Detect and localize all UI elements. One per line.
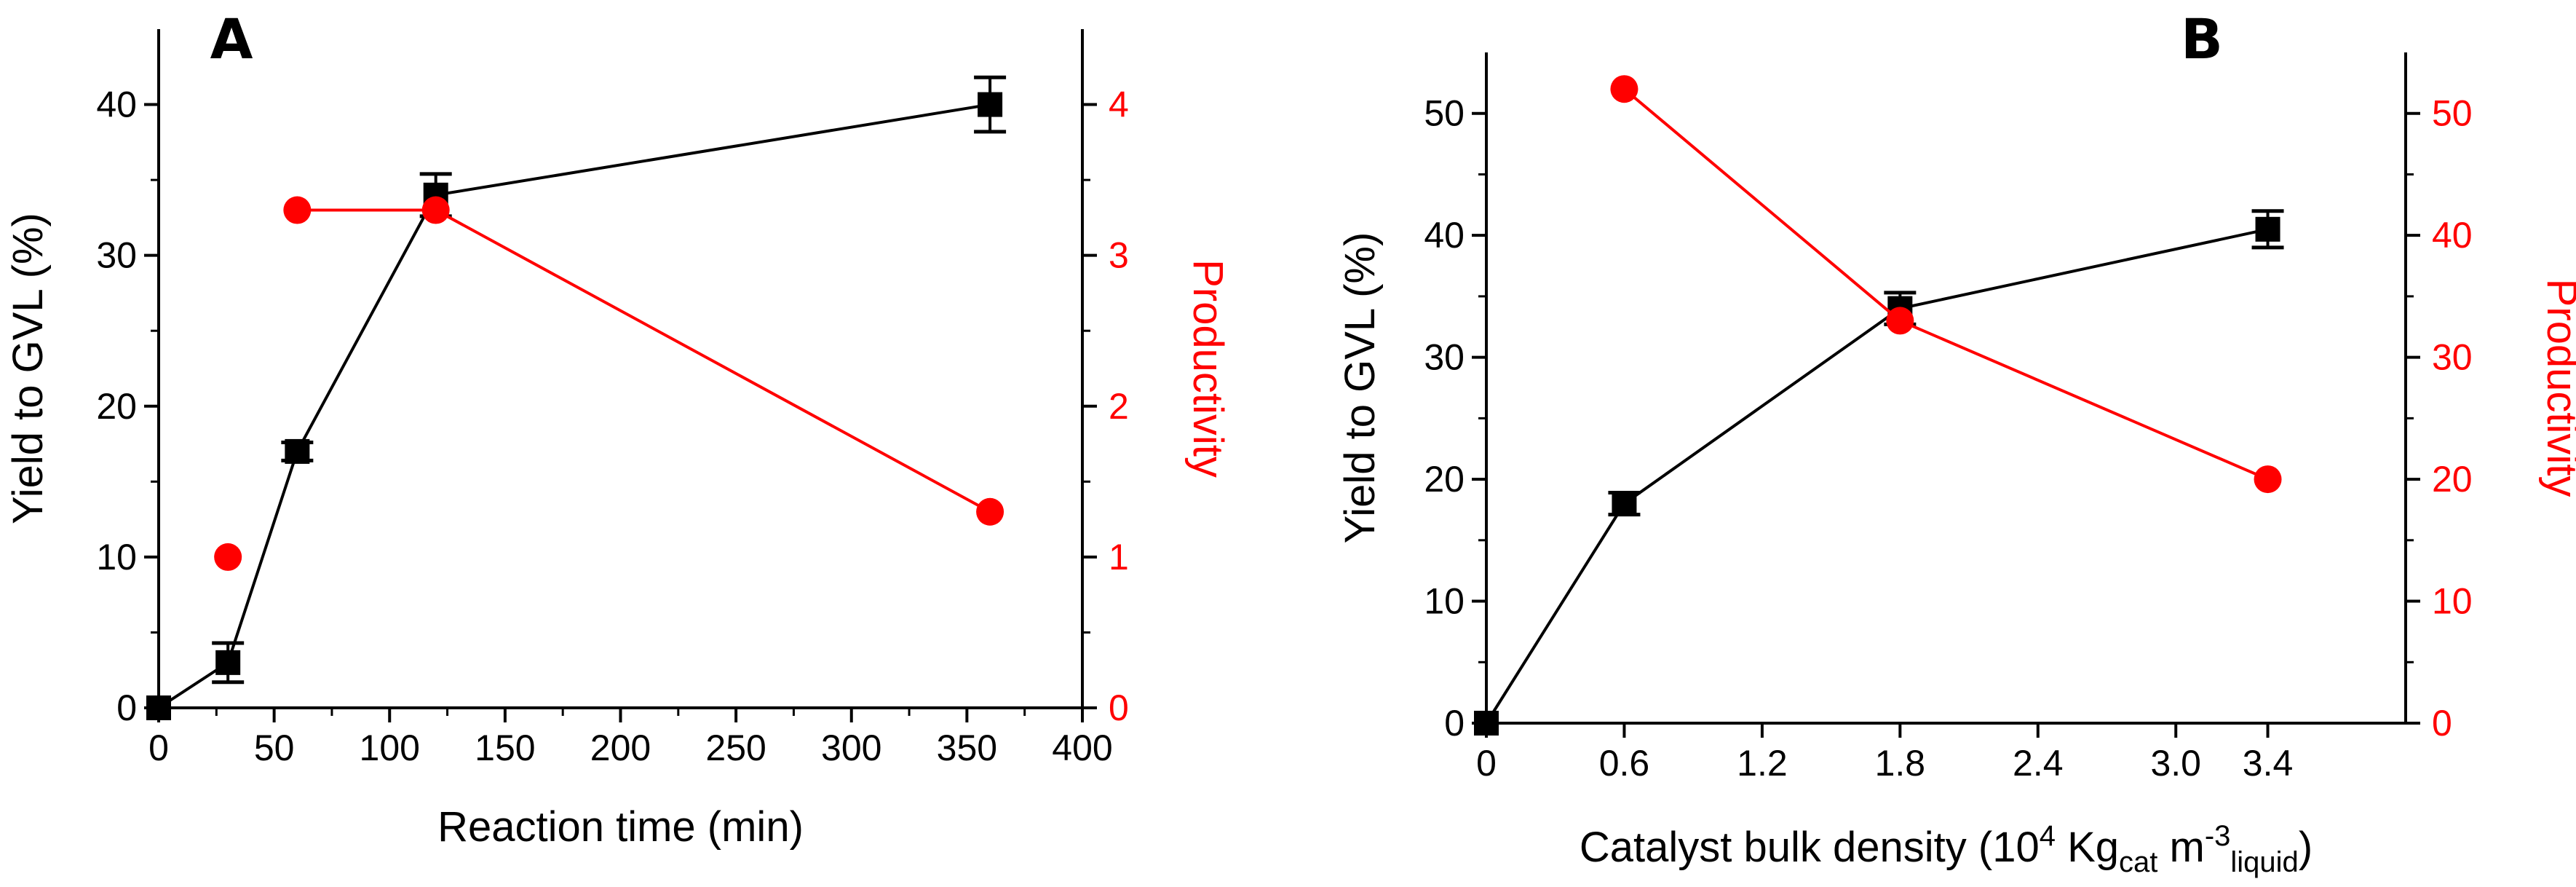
yield-line [157,103,991,709]
yield-point [215,650,241,675]
x-tick-label: 0 [148,728,169,768]
y2-tick-label: 20 [2432,459,2473,500]
y2-tick-label: 50 [2432,93,2473,134]
productivity-point [421,196,450,224]
y-tick-label: 40 [96,84,137,125]
x-axis-label-part: liquid [2230,846,2298,878]
y2-tick-label: 4 [1109,84,1129,125]
x-axis-label-part: m [2157,824,2204,871]
y2-tick-label: 40 [2432,215,2473,256]
productivity-point [976,497,1004,526]
x-tick-label: 3.0 [2150,743,2201,784]
y-tick-label: 0 [116,687,137,728]
x-axis-label-part: Kg [2056,824,2119,871]
x-tick-label: 150 [475,728,535,768]
yield-point [1612,491,1637,516]
y2-tick-label: 3 [1109,235,1129,276]
yield-point [285,438,310,464]
y2-tick-label: 30 [2432,337,2473,378]
y-tick-label: 50 [1424,93,1465,134]
productivity-point [283,196,312,224]
y-tick-label: 10 [96,537,137,577]
y-axis-label: Yield to GVL (%) [4,213,52,524]
y-tick-label: 0 [1444,703,1465,744]
productivity-point [2254,465,2282,494]
y-tick-label: 20 [96,386,137,427]
panel-letter: A [210,7,253,71]
panel-a-chart: A0 50 100 150 200 250 300 350 40001020304001234Y… [4,7,1232,851]
productivity-point [1610,75,1638,103]
yield-point [1474,711,1499,736]
x-tick-label: 2.4 [2013,743,2064,784]
y-tick-label: 20 [1424,459,1465,500]
x-tick-label: 100 [360,728,420,768]
x-tick-label: 350 [937,728,997,768]
y2-tick-label: 10 [2432,581,2473,622]
x-tick-label: 1.2 [1737,743,1788,784]
x-tick-label: 200 [590,728,651,768]
y2-tick-label: 1 [1109,537,1129,577]
yield-point [146,695,171,720]
productivity-line [297,208,991,513]
x-tick-label: 300 [821,728,881,768]
y-tick-label: 40 [1424,215,1465,256]
y-tick-label: 30 [96,235,137,276]
panel-letter: B [2181,7,2223,71]
productivity-point [214,543,242,571]
y-axis-label: Yield to GVL (%) [1336,232,1384,544]
x-tick-label: 0 [1476,743,1497,784]
y2-axis-label: Productivity [2538,279,2576,497]
x-tick-label: 0.6 [1599,743,1650,784]
x-tick-label: 1.8 [1875,743,1926,784]
y2-tick-label: 2 [1109,386,1129,427]
x-tick-label: 400 [1052,728,1112,768]
y-tick-label: 10 [1424,581,1465,622]
x-axis-label-part: Catalyst bulk density (10 [1580,824,2040,871]
y-tick-label: 30 [1424,337,1465,378]
productivity-point [1886,307,1914,335]
x-axis-label: Reaction time (min) [437,803,804,851]
x-axis-label: Catalyst bulk density (104 Kgcat m-3liqu… [1580,820,2313,878]
x-axis-label-part: ) [2299,824,2313,871]
y2-tick-label: 0 [1109,687,1129,728]
x-axis-label-part: 4 [2040,820,2056,852]
x-tick-label: 50 [254,728,295,768]
yield-line [1485,227,2268,725]
yield-point [2255,216,2280,242]
panel-b-chart: B 0 0.6 1.2 1.8 2.4 3.0 3.4 0 10 20 30 40 50 0 10 20 30 40… [1336,7,2576,878]
x-tick-label: 250 [705,728,766,768]
x-axis-label-part: cat [2119,846,2157,878]
y2-axis-label: Productivity [1184,259,1232,478]
x-tick-label: 3.4 [2243,743,2294,784]
yield-point [978,92,1003,117]
productivity-line [1623,87,2269,481]
y2-tick-label: 0 [2432,703,2452,744]
x-axis-label-part: -3 [2205,820,2231,852]
